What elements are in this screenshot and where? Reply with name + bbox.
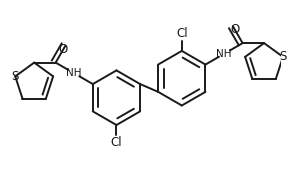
Text: Cl: Cl: [176, 27, 188, 40]
Text: O: O: [230, 23, 239, 36]
Text: S: S: [11, 70, 19, 83]
Text: Cl: Cl: [111, 136, 122, 149]
Text: O: O: [59, 43, 68, 56]
Text: NH: NH: [216, 49, 232, 59]
Text: S: S: [279, 50, 287, 63]
Text: NH: NH: [67, 68, 82, 78]
